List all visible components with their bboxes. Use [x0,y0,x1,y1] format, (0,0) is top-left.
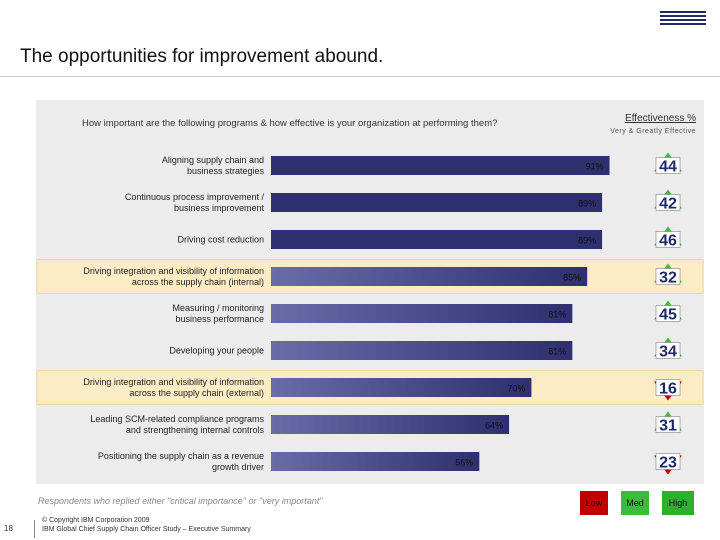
effectiveness-value: 32 [659,270,677,287]
bar-value-label: 81% [548,347,566,357]
category-label: across the supply chain (internal) [132,277,264,287]
effectiveness-box [655,342,681,359]
category-label: Positioning the supply chain as a revenu… [98,451,264,461]
effectiveness-value: 42 [659,196,677,213]
category-label: Leading SCM-related compliance programs [90,414,264,424]
effectiveness-box [655,379,681,396]
bar-value-label: 56% [455,458,473,468]
effectiveness-box [655,268,681,285]
effectiveness-box [655,231,681,248]
category-label: across the supply chain (external) [129,388,264,398]
bar-value-label: 81% [548,310,566,320]
study-title: IBM Global Chief Supply Chain Officer St… [42,526,251,533]
footer-divider [34,520,35,538]
ibm-logo [660,11,706,25]
category-label: business improvement [174,203,265,213]
page-number: 18 [4,524,13,533]
bar [271,193,603,212]
bar-value-label: 70% [507,384,525,394]
effectiveness-box [655,416,681,433]
category-label: Continuous process improvement / [125,192,265,202]
category-label: growth driver [212,462,264,472]
bar [271,341,573,360]
bar [271,156,610,175]
legend-low: Low [580,491,608,515]
category-label: business performance [175,314,264,324]
bar [271,230,603,249]
bar [271,415,510,434]
category-label: Aligning supply chain and [162,155,264,165]
effectiveness-box [655,194,681,211]
copyright-text: © Copyright IBM Corporation 2009 [42,517,150,524]
legend-med: Med [621,491,649,515]
bar [271,452,480,471]
legend-high: High [662,491,694,515]
effectiveness-box [655,453,681,470]
effectiveness-value: 23 [659,455,677,472]
category-label: Driving cost reduction [177,235,264,245]
category-label: Measuring / monitoring [172,303,264,313]
effectiveness-subtitle: Very & Greatly Effective [610,128,696,135]
bar-value-label: 89% [578,199,596,209]
category-label: Developing your people [169,346,264,356]
category-label: Driving integration and visibility of in… [83,377,264,387]
category-label: and strengthening internal controls [126,425,265,435]
effectiveness-value: 45 [659,307,677,324]
category-label: business strategies [187,166,265,176]
effectiveness-value: 31 [659,418,677,435]
bar-value-label: 89% [578,236,596,246]
effectiveness-value: 46 [659,233,677,250]
effectiveness-value: 34 [659,344,677,361]
bar-value-label: 85% [563,273,581,283]
bar [271,378,532,397]
respondents-footnote: Respondents who replied either "critical… [38,496,323,506]
survey-question: How important are the following programs… [82,118,498,129]
bar-value-label: 91% [586,162,604,172]
bar-value-label: 64% [485,421,503,431]
bar [271,304,573,323]
bar [271,267,588,286]
effectiveness-box [655,305,681,322]
effectiveness-title: Effectiveness % [625,113,696,124]
effectiveness-value: 44 [659,159,677,176]
effectiveness-box [655,157,681,174]
title-divider [0,76,720,77]
category-label: Driving integration and visibility of in… [83,266,264,276]
slide-title: The opportunities for improvement abound… [20,46,384,67]
effectiveness-value: 16 [659,381,677,398]
